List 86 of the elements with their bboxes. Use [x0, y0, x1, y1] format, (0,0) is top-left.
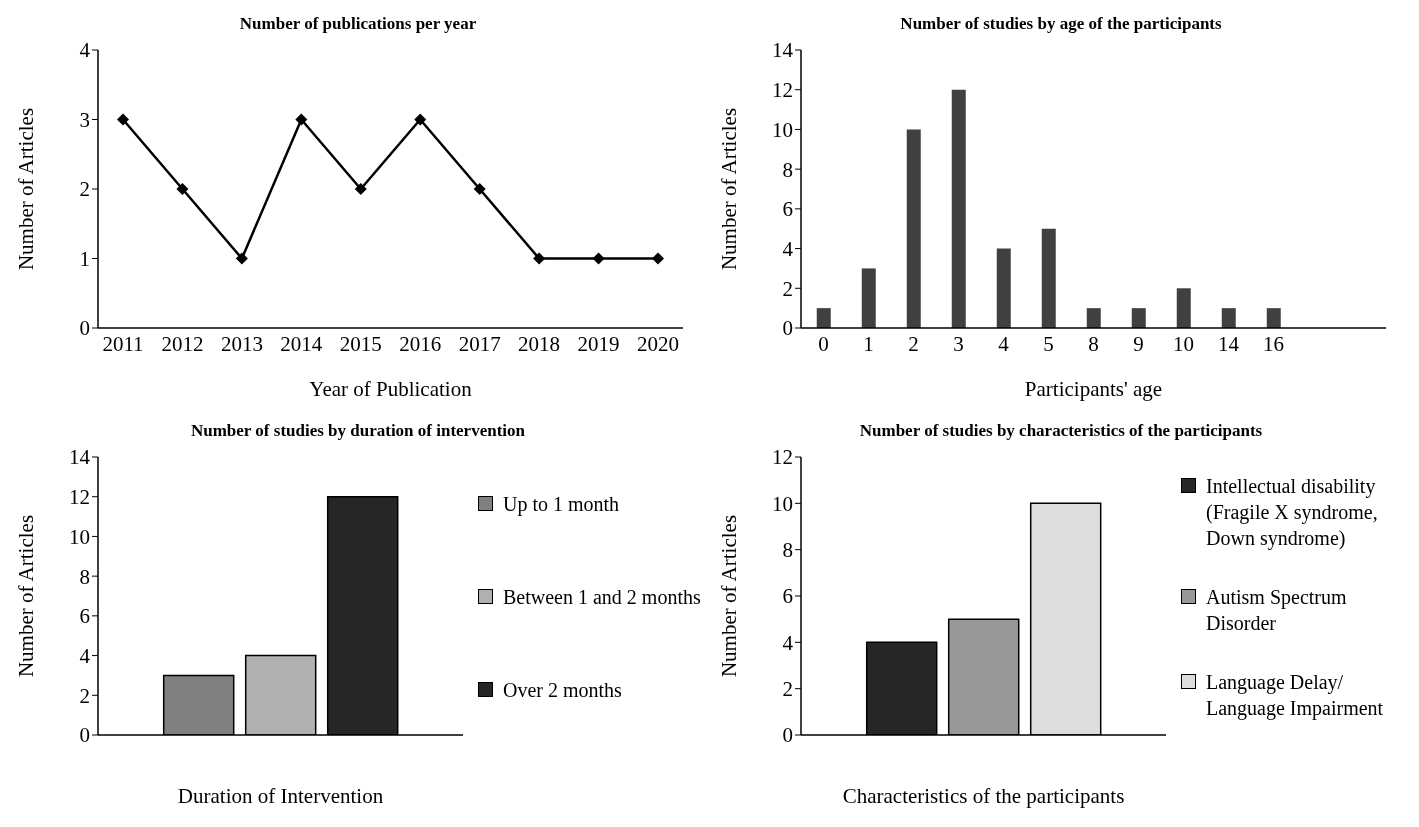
x-tick-label: 2014 — [280, 331, 323, 356]
y-tick-label: 2 — [79, 177, 90, 202]
y-tick-label: 2 — [782, 276, 793, 301]
x-tick-label: 3 — [953, 331, 964, 356]
x-tick-label: 2 — [908, 331, 919, 356]
point — [414, 113, 427, 126]
y-tick-label: 4 — [782, 237, 794, 262]
x-tick-label: 2020 — [637, 331, 679, 356]
bar — [951, 89, 966, 328]
bar — [816, 308, 831, 328]
y-tick-label: 12 — [772, 445, 793, 470]
y-tick-label: 10 — [69, 524, 90, 549]
y-tick-label: 0 — [79, 723, 90, 748]
y-tick-label: 6 — [79, 604, 90, 629]
y-tick-label: 6 — [782, 584, 793, 609]
y-tick-label: 2 — [79, 683, 90, 708]
bar — [996, 248, 1011, 328]
x-tick-label: 2013 — [220, 331, 263, 356]
point — [533, 252, 546, 265]
y-tick-label: 8 — [782, 157, 793, 182]
y-axis-title: Number of Articles — [14, 514, 39, 678]
y-tick-label: 1 — [79, 246, 90, 271]
x-tick-label: 4 — [998, 331, 1010, 356]
y-tick-label: 10 — [772, 491, 793, 516]
bar — [1221, 308, 1236, 328]
y-tick-label: 3 — [79, 107, 90, 132]
y-tick-label: 6 — [782, 197, 793, 222]
y-tick-label: 8 — [79, 564, 90, 589]
x-tick-label: 2018 — [518, 331, 561, 356]
point — [652, 252, 664, 265]
x-tick-label: 0 — [818, 331, 829, 356]
x-tick-label: 10 — [1173, 331, 1194, 356]
chart-title: Number of studies by age of the participants — [899, 13, 1223, 35]
legend-label: Intellectual disability (Fragile X syndrome, Down syndrome) — [1206, 474, 1379, 552]
bar — [1131, 308, 1146, 328]
x-tick-label: 2019 — [577, 331, 620, 356]
y-tick-label: 8 — [782, 538, 793, 563]
x-tick-label: 1 — [863, 331, 874, 356]
legend-label: Between 1 and 2 months — [503, 585, 701, 610]
x-axis-title: Duration of Intervention — [177, 784, 384, 808]
y-tick-label: 12 — [69, 485, 90, 510]
x-tick-label: 2017 — [458, 331, 501, 356]
y-tick-label: 4 — [79, 38, 91, 63]
point — [235, 252, 248, 265]
point — [117, 113, 129, 126]
x-tick-label: 2016 — [399, 331, 442, 356]
legend-label: Up to 1 month — [503, 491, 620, 517]
y-tick-label: 14 — [772, 38, 794, 63]
y-axis-title: Number of Articles — [14, 107, 39, 271]
legend-label: Language Delay/ Language Impairment — [1206, 669, 1385, 721]
y-tick-label: 2 — [782, 677, 793, 702]
chart-title: Number of studies by duration of intervention — [189, 420, 526, 442]
x-axis-title: Participants' age — [1024, 377, 1163, 401]
legend-label: Autism Spectrum Disorder — [1206, 585, 1348, 636]
legend-label: Over 2 months — [503, 678, 622, 704]
y-tick-label: 0 — [782, 723, 793, 748]
x-tick-label: 2015 — [339, 331, 382, 356]
bar — [906, 129, 921, 328]
x-tick-label: 5 — [1043, 331, 1054, 356]
chart-title: Number of publications per year — [238, 13, 478, 35]
bar — [1086, 308, 1101, 328]
y-tick-label: 4 — [79, 644, 91, 669]
x-axis-title: Year of Publication — [309, 377, 473, 401]
chart-title: Number of studies by characteristics of the participants — [858, 420, 1264, 442]
y-tick-label: 14 — [69, 445, 91, 470]
y-tick-label: 10 — [772, 117, 793, 142]
x-tick-label: 16 — [1263, 331, 1284, 356]
bar — [861, 268, 876, 328]
y-axis-title: Number of Articles — [717, 107, 742, 271]
x-tick-label: 9 — [1133, 331, 1144, 356]
y-tick-label: 12 — [772, 78, 793, 103]
point — [295, 113, 308, 126]
point — [473, 183, 486, 195]
y-tick-label: 4 — [782, 630, 794, 655]
bar — [1266, 308, 1281, 328]
x-tick-label: 14 — [1218, 331, 1240, 356]
bar — [1176, 288, 1191, 328]
bar — [1041, 228, 1056, 328]
point — [592, 252, 605, 265]
y-axis-title: Number of Articles — [717, 514, 742, 678]
x-tick-label: 2011 — [102, 331, 144, 356]
point — [176, 183, 189, 195]
point — [354, 183, 367, 195]
x-tick-label: 8 — [1088, 331, 1099, 356]
x-tick-label: 2012 — [161, 331, 204, 356]
x-axis-title: Characteristics of the participants — [842, 784, 1125, 808]
